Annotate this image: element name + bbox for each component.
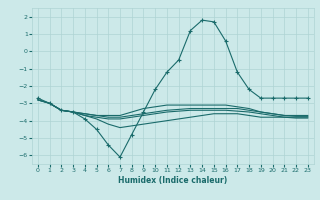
- X-axis label: Humidex (Indice chaleur): Humidex (Indice chaleur): [118, 176, 228, 185]
